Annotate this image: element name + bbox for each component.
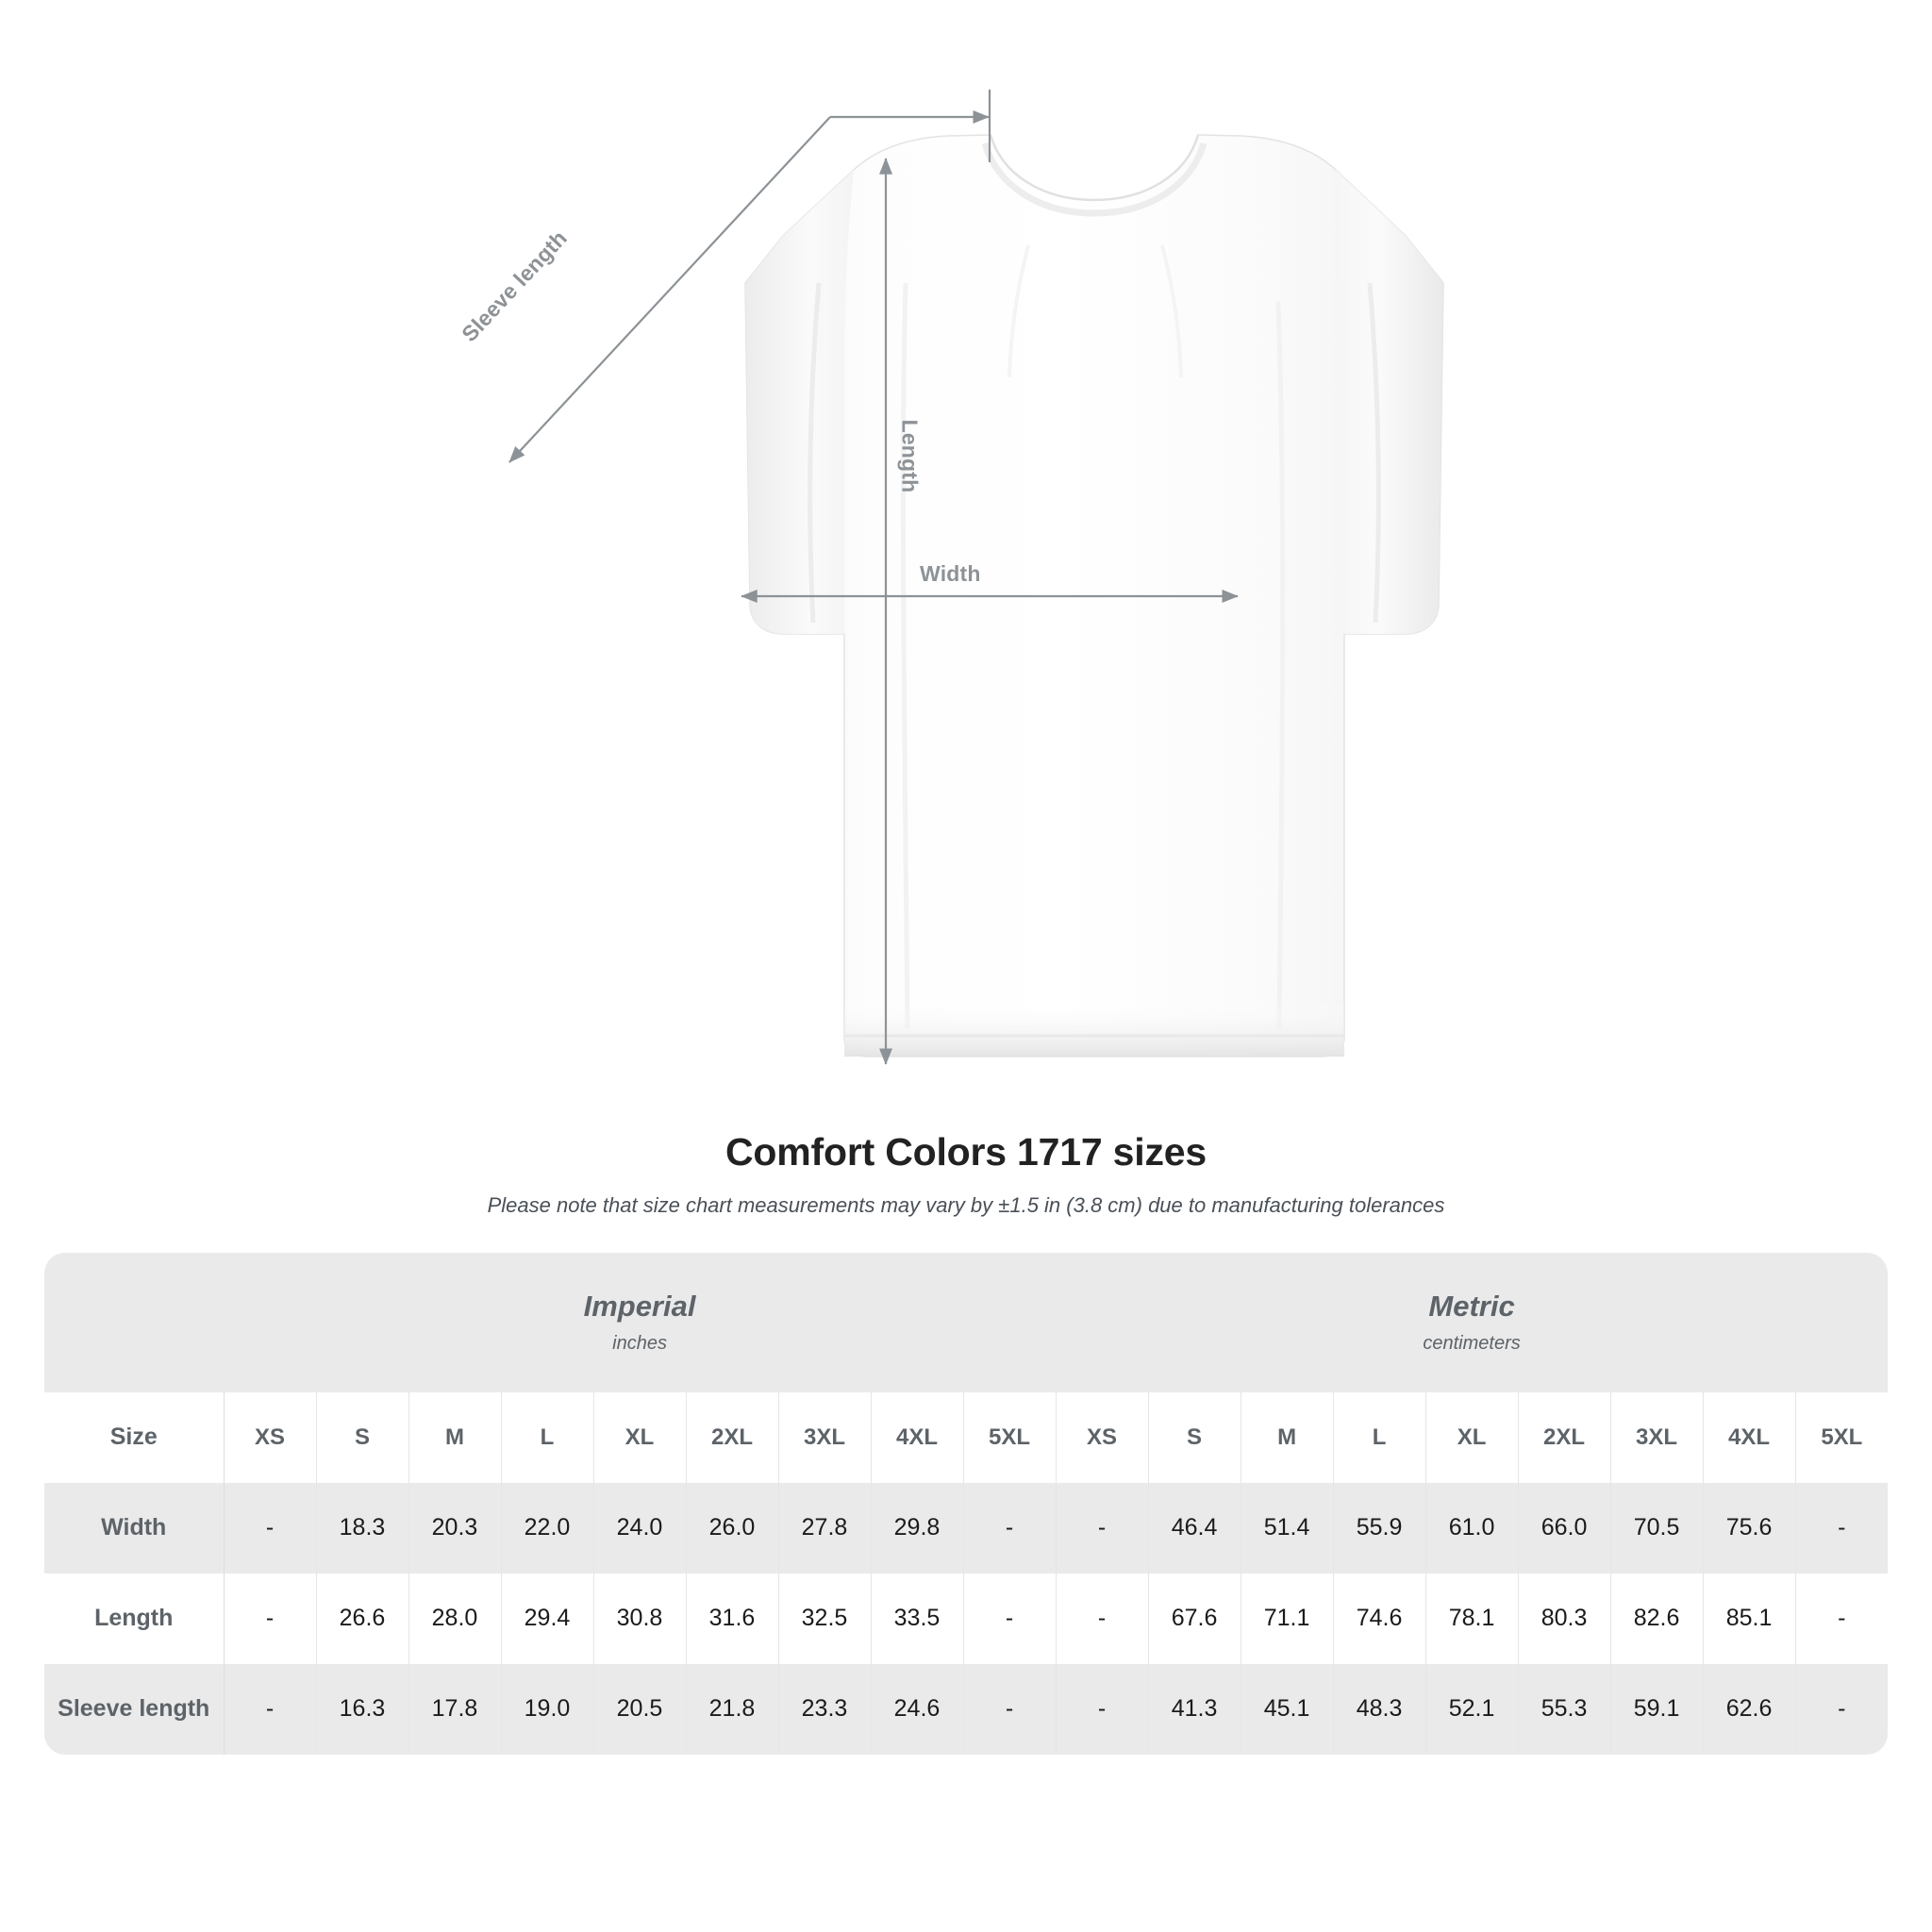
- size-header-metric-5xl: 5XL: [1795, 1391, 1888, 1483]
- cell-length-imperial-s: 26.6: [316, 1573, 409, 1664]
- size-chart-table: Imperial inches Metric centimeters Size …: [44, 1252, 1888, 1755]
- size-header-imperial-xl: XL: [593, 1391, 687, 1483]
- cell-length-imperial-4xl: 33.5: [871, 1573, 964, 1664]
- length-label: Length: [897, 419, 923, 493]
- size-header-imperial-3xl: 3XL: [778, 1391, 872, 1483]
- cell-length-metric-xs: -: [1056, 1573, 1149, 1664]
- size-header-metric-xl: XL: [1425, 1391, 1519, 1483]
- row-label-width: Width: [44, 1482, 225, 1574]
- cell-length-imperial-3xl: 32.5: [778, 1573, 872, 1664]
- cell-width-metric-m: 51.4: [1241, 1482, 1334, 1574]
- tshirt-illustration: [508, 90, 1444, 1065]
- cell-sleeve-length-metric-4xl: 62.6: [1703, 1663, 1796, 1755]
- page-subtitle: Please note that size chart measurements…: [487, 1193, 1445, 1218]
- unit-header-corner: [44, 1252, 224, 1392]
- size-header-metric-s: S: [1148, 1391, 1241, 1483]
- cell-length-metric-3xl: 82.6: [1610, 1573, 1704, 1664]
- table-row: Length -26.6 28.0 29.4 30.8 31.6 32.5 33.5- -67…: [44, 1573, 1888, 1664]
- unit-name-imperial: Imperial: [583, 1289, 696, 1323]
- cell-width-imperial-s: 18.3: [316, 1482, 409, 1574]
- cell-sleeve-length-imperial-4xl: 24.6: [871, 1663, 964, 1755]
- measurement-lines: [508, 90, 1239, 1065]
- size-header-metric-2xl: 2XL: [1518, 1391, 1611, 1483]
- cell-width-metric-xl: 61.0: [1425, 1482, 1519, 1574]
- table-row: Sleeve length -16.3 17.8 19.0 20.5 21.8 23.3 2…: [44, 1663, 1888, 1755]
- row-label-length: Length: [44, 1573, 225, 1664]
- cell-width-imperial-4xl: 29.8: [871, 1482, 964, 1574]
- size-header-imperial-m: M: [408, 1391, 502, 1483]
- cell-width-metric-s: 46.4: [1148, 1482, 1241, 1574]
- cell-sleeve-length-metric-xs: -: [1056, 1663, 1149, 1755]
- row-label-sleeve-length: Sleeve length: [44, 1663, 225, 1755]
- table-row: Width -18.3 20.3 22.0 24.0 26.0 27.8 29.8- -46.…: [44, 1482, 1888, 1574]
- cell-sleeve-length-imperial-l: 19.0: [501, 1663, 594, 1755]
- cell-length-imperial-l: 29.4: [501, 1573, 594, 1664]
- cell-length-metric-xl: 78.1: [1425, 1573, 1519, 1664]
- sleeve-diagonal-segment: [508, 116, 831, 463]
- cell-length-imperial-xl: 30.8: [593, 1573, 687, 1664]
- cell-width-imperial-m: 20.3: [408, 1482, 502, 1574]
- cell-sleeve-length-metric-3xl: 59.1: [1610, 1663, 1704, 1755]
- cell-sleeve-length-metric-m: 45.1: [1241, 1663, 1334, 1755]
- size-header-metric-l: L: [1333, 1391, 1426, 1483]
- size-header-metric-xs: XS: [1056, 1391, 1149, 1483]
- size-header-imperial-4xl: 4XL: [871, 1391, 964, 1483]
- cell-width-metric-5xl: -: [1795, 1482, 1888, 1574]
- cell-sleeve-length-metric-xl: 52.1: [1425, 1663, 1519, 1755]
- cell-sleeve-length-imperial-3xl: 23.3: [778, 1663, 872, 1755]
- unit-header-imperial: Imperial inches: [224, 1252, 1057, 1392]
- cell-width-imperial-l: 22.0: [501, 1482, 594, 1574]
- cell-length-imperial-5xl: -: [963, 1573, 1057, 1664]
- unit-system-header-row: Imperial inches Metric centimeters: [44, 1252, 1888, 1392]
- size-header-metric-3xl: 3XL: [1610, 1391, 1704, 1483]
- size-header-imperial-s: S: [316, 1391, 409, 1483]
- size-header-imperial-xs: XS: [224, 1391, 317, 1483]
- cell-sleeve-length-metric-l: 48.3: [1333, 1663, 1426, 1755]
- unit-sub-imperial: inches: [612, 1333, 667, 1355]
- cell-sleeve-length-metric-5xl: -: [1795, 1663, 1888, 1755]
- cell-length-metric-m: 71.1: [1241, 1573, 1334, 1664]
- cell-width-metric-3xl: 70.5: [1610, 1482, 1704, 1574]
- unit-header-metric: Metric centimeters: [1056, 1252, 1888, 1392]
- cell-length-metric-2xl: 80.3: [1518, 1573, 1611, 1664]
- tshirt-diagram: Sleeve length Length Width: [457, 90, 1444, 1065]
- size-header-metric-m: M: [1241, 1391, 1334, 1483]
- cell-sleeve-length-imperial-s: 16.3: [316, 1663, 409, 1755]
- cell-width-metric-xs: -: [1056, 1482, 1149, 1574]
- cell-sleeve-length-metric-2xl: 55.3: [1518, 1663, 1611, 1755]
- cell-sleeve-length-imperial-xl: 20.5: [593, 1663, 687, 1755]
- cell-width-imperial-5xl: -: [963, 1482, 1057, 1574]
- size-header-imperial-l: L: [501, 1391, 594, 1483]
- title-block: Comfort Colors 1717 sizes Please note th…: [0, 1123, 1932, 1219]
- cell-sleeve-length-imperial-m: 17.8: [408, 1663, 502, 1755]
- size-header-metric-4xl: 4XL: [1703, 1391, 1796, 1483]
- cell-length-imperial-2xl: 31.6: [686, 1573, 779, 1664]
- cell-width-metric-2xl: 66.0: [1518, 1482, 1611, 1574]
- cell-width-imperial-2xl: 26.0: [686, 1482, 779, 1574]
- cell-sleeve-length-metric-s: 41.3: [1148, 1663, 1241, 1755]
- width-label: Width: [920, 561, 981, 586]
- unit-name-metric: Metric: [1428, 1289, 1515, 1323]
- cell-length-imperial-m: 28.0: [408, 1573, 502, 1664]
- size-header-imperial-5xl: 5XL: [963, 1391, 1057, 1483]
- size-header-imperial-2xl: 2XL: [686, 1391, 779, 1483]
- cell-width-imperial-3xl: 27.8: [778, 1482, 872, 1574]
- cell-length-metric-s: 67.6: [1148, 1573, 1241, 1664]
- cell-length-metric-l: 74.6: [1333, 1573, 1426, 1664]
- unit-sub-metric: centimeters: [1423, 1333, 1521, 1355]
- cell-length-metric-4xl: 85.1: [1703, 1573, 1796, 1664]
- size-chart-table-wrapper: Imperial inches Metric centimeters Size …: [44, 1252, 1888, 1755]
- cell-width-metric-l: 55.9: [1333, 1482, 1426, 1574]
- cell-length-imperial-xs: -: [224, 1573, 317, 1664]
- cell-sleeve-length-imperial-5xl: -: [963, 1663, 1057, 1755]
- cell-sleeve-length-imperial-2xl: 21.8: [686, 1663, 779, 1755]
- cell-width-metric-4xl: 75.6: [1703, 1482, 1796, 1574]
- page-title: Comfort Colors 1717 sizes: [725, 1130, 1207, 1174]
- cell-sleeve-length-imperial-xs: -: [224, 1663, 317, 1755]
- size-column-header: Size: [44, 1391, 225, 1483]
- cell-width-imperial-xl: 24.0: [593, 1482, 687, 1574]
- size-header-row: Size XS S M L XL 2XL 3XL 4XL 5XL XS S M L XL 2XL 3XL 4XL…: [44, 1391, 1888, 1483]
- cell-width-imperial-xs: -: [224, 1482, 317, 1574]
- cell-length-metric-5xl: -: [1795, 1573, 1888, 1664]
